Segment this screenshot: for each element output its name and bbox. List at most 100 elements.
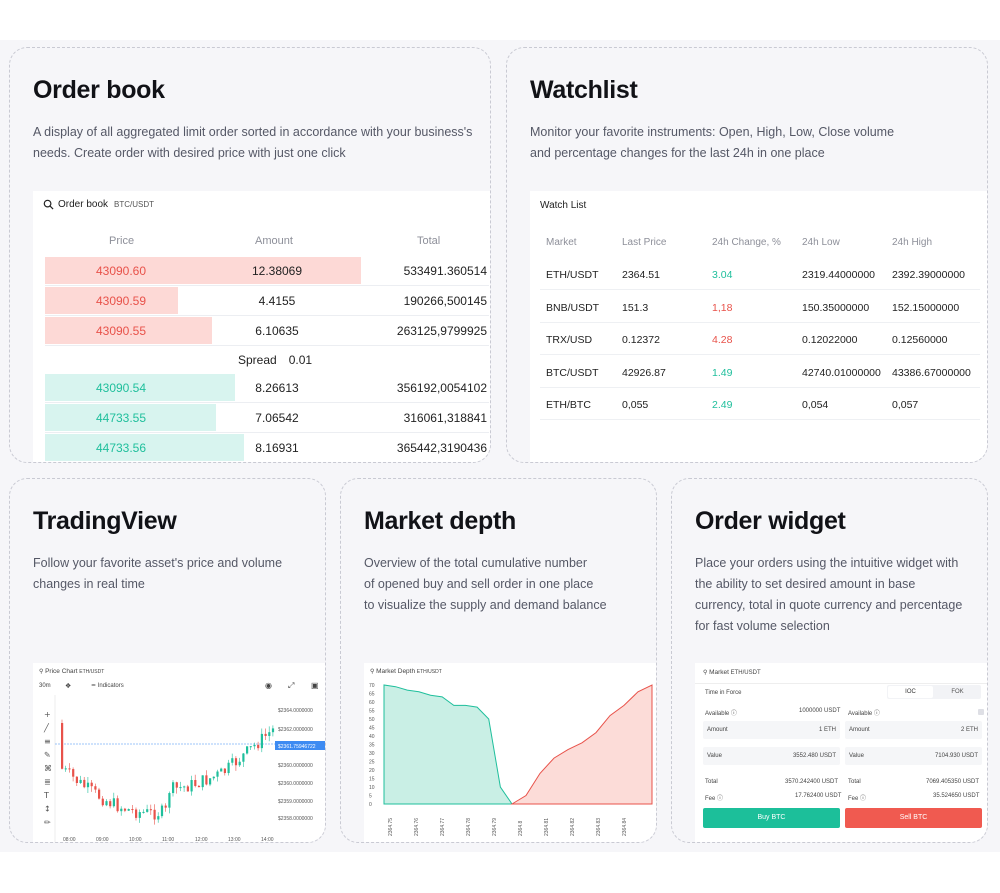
watchlist-col-header[interactable]: Market	[546, 237, 577, 248]
search-icon[interactable]	[43, 199, 54, 210]
interval-selector[interactable]: 30m	[39, 683, 51, 689]
candle-body	[127, 809, 130, 811]
value-left-value: 3552.480 USDT	[792, 753, 836, 759]
price-axis-label: $2364.0000000	[278, 708, 313, 714]
value-left-label: Value	[707, 753, 722, 759]
candle-body	[116, 798, 119, 812]
search-icon[interactable]: ⚲	[39, 669, 44, 675]
tradingview-description: Follow your favorite asset's price and v…	[33, 556, 283, 591]
brush-icon[interactable]: ✎	[44, 751, 51, 760]
camera-icon[interactable]: ▣	[311, 681, 319, 690]
current-price-tag	[275, 741, 325, 750]
watchlist-col-header[interactable]: 24h Change, %	[712, 237, 781, 248]
change-cell: 3.04	[712, 269, 733, 281]
market-depth-header: ⚲ Market Depth ETH/USDT	[370, 668, 442, 675]
market-depth-panel: ⚲ Market Depth ETH/USDT 70 65 60 55 50 45 40 35…	[364, 663, 657, 843]
ask-row[interactable]: 43090.55 6.10635 263125,9799925	[45, 316, 489, 345]
cursor-icon[interactable]: +	[44, 710, 51, 719]
fee-right-label: Fee ⓘ	[848, 793, 866, 802]
candle-body	[209, 778, 212, 785]
pattern-icon[interactable]: ⌘	[44, 764, 52, 773]
bid-total: 356192,0054102	[396, 381, 487, 395]
ruler-icon[interactable]: ↕	[44, 805, 51, 814]
buy-button[interactable]: Buy BTC	[703, 808, 840, 828]
ask-row[interactable]: 43090.60 12.38069 533491.360514	[45, 256, 489, 285]
pencil-icon[interactable]: ✏	[44, 818, 51, 827]
price-axis-label: $2360.0000000	[278, 763, 313, 769]
sell-button[interactable]: Sell BTC	[845, 808, 982, 828]
settings-icon[interactable]: ◉	[265, 681, 272, 690]
fib-icon[interactable]: ≡	[44, 737, 51, 746]
watchlist-row[interactable]	[530, 389, 987, 420]
value-left-field[interactable]: Value 3552.480 USDT	[703, 747, 840, 765]
text-icon[interactable]: T	[43, 791, 49, 800]
candle-body	[79, 779, 82, 784]
y-tick-label: 15	[369, 777, 375, 783]
info-icon: ⓘ	[730, 711, 737, 717]
row-divider	[45, 315, 489, 316]
high-cell: 2392.39000000	[892, 269, 965, 281]
time-axis-label: 14:00	[261, 837, 274, 843]
watchlist-col-header[interactable]: Last Price	[622, 237, 667, 248]
watchlist-col-header[interactable]: 24h High	[892, 237, 933, 248]
tif-fok-option[interactable]: FOK	[951, 689, 964, 695]
y-tick-label: 55	[369, 709, 375, 715]
bid-row[interactable]: 44733.55 7.06542 316061,318841	[45, 403, 489, 432]
candle-body	[146, 809, 149, 812]
watchlist-card: Watchlist Monitor your favorite instrume…	[506, 47, 988, 463]
amount-right-field[interactable]: Amount 2 ETH	[845, 721, 982, 739]
order-widget-panel: ⚲ Market ETH/USDT Time in Force IOC FOK …	[695, 663, 987, 842]
order-book-header: Order book BTC/USDT	[43, 199, 154, 210]
time-axis-label: 09:00	[96, 837, 109, 843]
watchlist-panel-title: Watch List	[540, 200, 587, 211]
watchlist-title: Watchlist	[530, 76, 638, 104]
ask-row[interactable]: 43090.59 4.4155 190266,500145	[45, 286, 489, 315]
measure-icon[interactable]: ≣	[44, 778, 51, 787]
trendline-icon[interactable]: ╱	[43, 723, 50, 733]
search-icon[interactable]: ⚲	[703, 670, 708, 676]
indicators-button[interactable]: ≃ Indicators	[91, 682, 124, 689]
time-axis-label: 12:00	[195, 837, 208, 843]
y-tick-label: 35	[369, 743, 375, 749]
time-axis-label: 08:00	[63, 837, 76, 843]
market-cell: BTC/USDT	[546, 366, 599, 379]
order-book-title: Order book	[33, 76, 165, 104]
fullscreen-icon[interactable]: ⤢	[288, 681, 295, 690]
candle-body	[172, 782, 175, 794]
amount-left-field[interactable]: Amount 1 ETH	[703, 721, 840, 739]
order-widget-panel-title: Market	[709, 669, 729, 676]
indicators-icon: ≃	[91, 683, 97, 689]
candle-body	[238, 761, 241, 766]
row-divider	[540, 354, 980, 355]
candlestick-chart[interactable]: + ╱ ≡ ✎ ⌘ ≣ T ↕ ✏ $2364.0000000 $2362.0000000 $2361…	[33, 663, 326, 843]
price-axis-label: $2362.0000000	[278, 727, 313, 733]
candle-type-icon[interactable]: ❖	[65, 683, 72, 690]
last-price-cell: 0.12372	[622, 334, 660, 346]
search-icon[interactable]: ⚲	[370, 669, 375, 675]
value-right-label: Value	[849, 753, 864, 759]
candle-body	[179, 787, 182, 789]
market-depth-panel-title: Market Depth	[376, 668, 416, 675]
bid-amount: 8.26613	[255, 381, 299, 395]
bid-row[interactable]: 44733.56 8.16931 365442,3190436	[45, 433, 489, 462]
y-tick-label: 65	[369, 692, 375, 698]
depth-bar	[45, 287, 178, 314]
x-tick-label: 2364.8	[518, 820, 524, 836]
value-right-field[interactable]: Value 7104.930 USDT	[845, 747, 982, 765]
bid-row[interactable]: 43090.54 8.26613 356192,0054102	[45, 373, 489, 402]
available-left-label: Available ⓘ	[705, 708, 737, 717]
x-tick-label: 2364.79	[492, 818, 498, 836]
ask-total: 533491.360514	[403, 264, 487, 278]
tif-ioc-option[interactable]: IOC	[888, 686, 933, 698]
price-axis-label: $2359.0000000	[278, 799, 313, 805]
candle-body	[112, 798, 115, 807]
change-cell: 1.49	[712, 366, 733, 379]
candle-body	[220, 768, 223, 772]
candle-body	[205, 775, 208, 785]
candle-body	[101, 798, 104, 806]
watchlist-col-header[interactable]: 24h Low	[802, 237, 840, 248]
candle-body	[175, 782, 178, 788]
value-right-value: 7104.930 USDT	[934, 753, 978, 759]
info-icon: ⓘ	[717, 796, 724, 802]
